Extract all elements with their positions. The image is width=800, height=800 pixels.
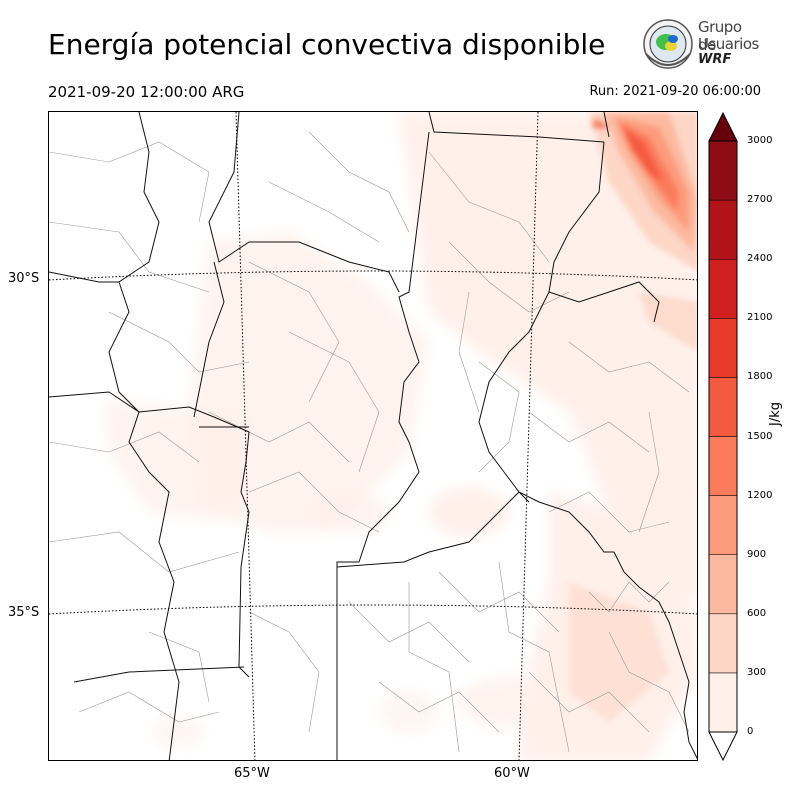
colorbar-unit-label: J/kg [768,402,783,426]
colorbar-segment [708,377,738,437]
colorbar-segment [708,199,738,260]
colorbar-segment [708,140,738,201]
colorbar-tick-label: 300 [747,666,767,678]
run-time: Run: 2021-09-20 06:00:00 [589,84,761,99]
logo-text-wrf: WRF [698,52,732,67]
colorbar-segment [708,672,738,733]
colorbar-segment [708,318,738,378]
colorbar-tick-label: 600 [747,607,767,619]
colorbar-segment [708,613,738,674]
lon-label-65w: 65°W [234,766,270,781]
colorbar-tick-label: 2100 [747,312,773,324]
province-boundaries [49,112,660,760]
valid-time: 2021-09-20 12:00:00 ARG [48,83,245,101]
coastline [613,551,697,760]
colorbar-segment [708,495,738,555]
colorbar-tick-label: 1200 [747,489,773,501]
colorbar-tick-label: 0 [747,726,754,737]
colorbar-tick-label: 2700 [747,194,773,206]
globe-logo-icon [643,19,693,69]
graticule [49,112,697,760]
cape-shading [104,112,697,760]
colorbar-segment [708,258,738,319]
map-panel [48,111,698,761]
colorbar-segment [708,436,738,496]
lat-label-30s: 30°S [8,271,40,286]
department-boundaries [49,131,690,753]
colorbar-tick-label: 1800 [747,371,773,383]
cape-map [49,112,697,760]
colorbar-tick-label: 2400 [747,253,773,265]
colorbar-tick-label: 3000 [747,135,773,146]
page-title: Energía potencial convectiva disponible [48,28,606,61]
colorbar-tick-label: 900 [747,548,767,560]
colorbar-tick-label: 1500 [747,430,773,442]
colorbar [708,112,738,762]
lat-label-35s: 35°S [8,605,40,620]
logo-text-line2: Usuarios [698,35,759,53]
lon-label-60w: 60°W [494,766,530,781]
wrf-logo: Grupo de Usuarios WRF [638,16,759,74]
logo-text-line1: Grupo de [698,18,742,54]
colorbar-segment [708,554,738,615]
